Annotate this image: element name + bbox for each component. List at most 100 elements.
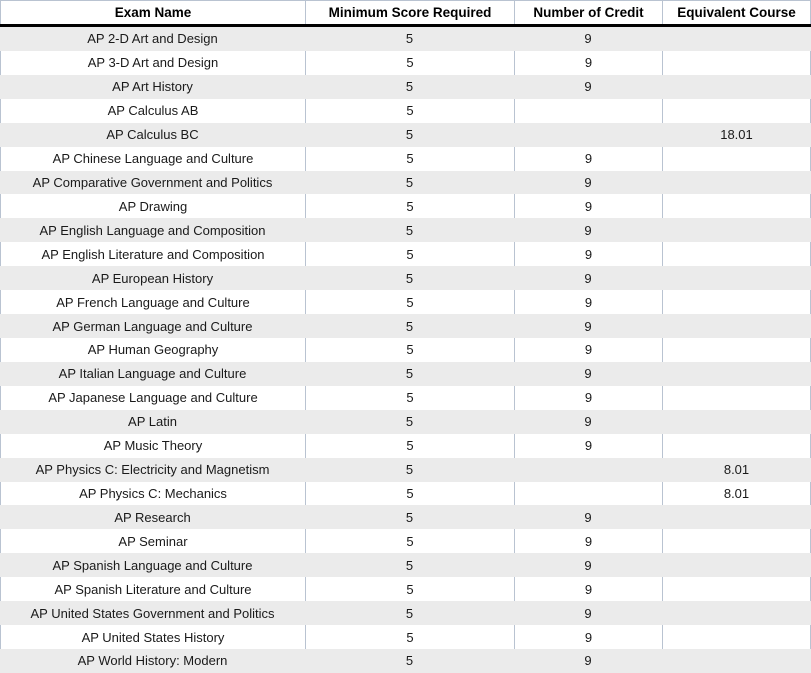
cell-equivalent xyxy=(662,242,811,267)
column-header-equivalent: Equivalent Course xyxy=(662,1,811,24)
cell-credits: 9 xyxy=(514,385,662,410)
cell-min_score: 5 xyxy=(305,433,514,458)
table-row: AP Chinese Language and Culture 5 9 xyxy=(0,146,811,171)
column-header-credits: Number of Credit xyxy=(514,1,662,24)
cell-exam: AP Japanese Language and Culture xyxy=(0,385,305,410)
cell-equivalent xyxy=(662,625,811,649)
table-row: AP 3-D Art and Design 5 9 xyxy=(0,50,811,75)
header-row: Exam Name Minimum Score Required Number of… xyxy=(0,0,811,27)
table-row: AP English Language and Composition 5 9 xyxy=(0,218,811,243)
cell-exam: AP European History xyxy=(91,270,214,286)
cell-credits: 9 xyxy=(584,174,592,190)
cell-equivalent xyxy=(662,505,811,529)
table-row: AP Latin 5 9 xyxy=(0,409,811,434)
cell-credits: 9 xyxy=(514,290,662,315)
table-row: AP United States Government and Politics… xyxy=(0,601,811,626)
cell-equivalent xyxy=(662,553,811,577)
cell-equivalent xyxy=(662,649,811,673)
cell-min_score: 5 xyxy=(405,366,414,382)
cell-exam: AP English Language and Composition xyxy=(39,222,266,238)
cell-exam: AP Drawing xyxy=(0,194,305,219)
table-row: AP Research 5 9 xyxy=(0,505,811,530)
cell-exam: AP Research xyxy=(114,509,191,525)
table-row: AP Music Theory 5 9 xyxy=(0,433,811,458)
cell-min_score: 5 xyxy=(405,174,414,190)
table-body: AP 2-D Art and Design 5 9 AP 3-D Art and De… xyxy=(0,27,811,673)
cell-min_score: 5 xyxy=(405,653,414,669)
cell-credits: 9 xyxy=(514,50,662,75)
cell-min_score: 5 xyxy=(305,337,514,362)
cell-credits: 9 xyxy=(584,557,592,573)
cell-credits: 9 xyxy=(514,337,662,362)
cell-min_score: 5 xyxy=(305,290,514,315)
cell-exam: AP Italian Language and Culture xyxy=(58,366,247,382)
cell-exam: AP Human Geography xyxy=(0,337,305,362)
cell-credits: 9 xyxy=(514,146,662,171)
cell-credits: 9 xyxy=(584,222,592,238)
cell-exam: AP Chinese Language and Culture xyxy=(0,146,305,171)
table-row: AP Art History 5 9 xyxy=(0,74,811,99)
cell-exam: AP Comparative Government and Politics xyxy=(32,174,273,190)
table-row: AP Human Geography 5 9 xyxy=(0,337,811,362)
cell-exam: AP United States History xyxy=(0,625,305,649)
cell-min_score: 5 xyxy=(305,242,514,267)
cell-min_score: 5 xyxy=(405,270,414,286)
cell-equivalent xyxy=(662,337,811,362)
column-header-exam: Exam Name xyxy=(0,1,305,24)
cell-equivalent xyxy=(662,433,811,458)
cell-credits xyxy=(514,98,662,123)
cell-equivalent xyxy=(662,385,811,410)
cell-exam: AP Spanish Literature and Culture xyxy=(0,577,305,602)
cell-credits: 9 xyxy=(514,433,662,458)
cell-min_score: 5 xyxy=(405,127,414,143)
table-row: AP Physics C: Electricity and Magnetism 5… xyxy=(0,457,811,482)
table-row: AP Spanish Literature and Culture 5 9 xyxy=(0,577,811,602)
cell-min_score: 5 xyxy=(305,98,514,123)
cell-exam: AP Calculus BC xyxy=(106,127,199,143)
cell-equivalent xyxy=(662,410,811,434)
cell-min_score: 5 xyxy=(405,557,414,573)
cell-min_score: 5 xyxy=(305,385,514,410)
cell-min_score: 5 xyxy=(405,222,414,238)
cell-credits: 9 xyxy=(514,529,662,554)
table-row: AP Calculus BC 5 18.01 xyxy=(0,122,811,147)
cell-equivalent xyxy=(662,529,811,554)
cell-equivalent xyxy=(662,98,811,123)
cell-equivalent xyxy=(662,171,811,195)
cell-credits xyxy=(514,123,662,147)
cell-min_score: 5 xyxy=(405,509,414,525)
table-row: AP Calculus AB 5 xyxy=(0,98,811,123)
cell-min_score: 5 xyxy=(405,414,414,430)
cell-equivalent xyxy=(662,314,811,338)
cell-exam: AP Art History xyxy=(112,79,193,95)
cell-min_score: 5 xyxy=(305,146,514,171)
cell-credits: 9 xyxy=(514,242,662,267)
cell-min_score: 5 xyxy=(305,481,514,506)
table-row: AP 2-D Art and Design 5 9 xyxy=(0,27,811,51)
cell-equivalent xyxy=(662,146,811,171)
cell-credits: 9 xyxy=(584,605,592,621)
table-row: AP Physics C: Mechanics 5 8.01 xyxy=(0,481,811,506)
cell-exam: AP United States Government and Politics xyxy=(30,605,275,621)
cell-exam: AP Physics C: Electricity and Magnetism xyxy=(35,462,270,478)
cell-min_score: 5 xyxy=(305,529,514,554)
cell-equivalent xyxy=(662,601,811,625)
cell-min_score: 5 xyxy=(405,79,414,95)
cell-min_score: 5 xyxy=(305,577,514,602)
cell-credits: 9 xyxy=(584,270,592,286)
cell-credits: 9 xyxy=(584,653,592,669)
cell-credits: 9 xyxy=(514,577,662,602)
column-header-min_score: Minimum Score Required xyxy=(305,1,514,24)
table-row: AP Japanese Language and Culture 5 9 xyxy=(0,385,811,410)
cell-exam: AP Music Theory xyxy=(0,433,305,458)
cell-min_score: 5 xyxy=(405,318,414,334)
cell-credits: 9 xyxy=(584,31,592,47)
table-row: AP European History 5 9 xyxy=(0,266,811,291)
table-row: AP World History: Modern 5 9 xyxy=(0,648,811,673)
cell-exam: AP English Literature and Composition xyxy=(0,242,305,267)
cell-equivalent xyxy=(662,50,811,75)
table-row: AP United States History 5 9 xyxy=(0,625,811,649)
cell-exam: AP French Language and Culture xyxy=(0,290,305,315)
table-row: AP German Language and Culture 5 9 xyxy=(0,314,811,338)
cell-equivalent: 18.01 xyxy=(720,127,753,143)
